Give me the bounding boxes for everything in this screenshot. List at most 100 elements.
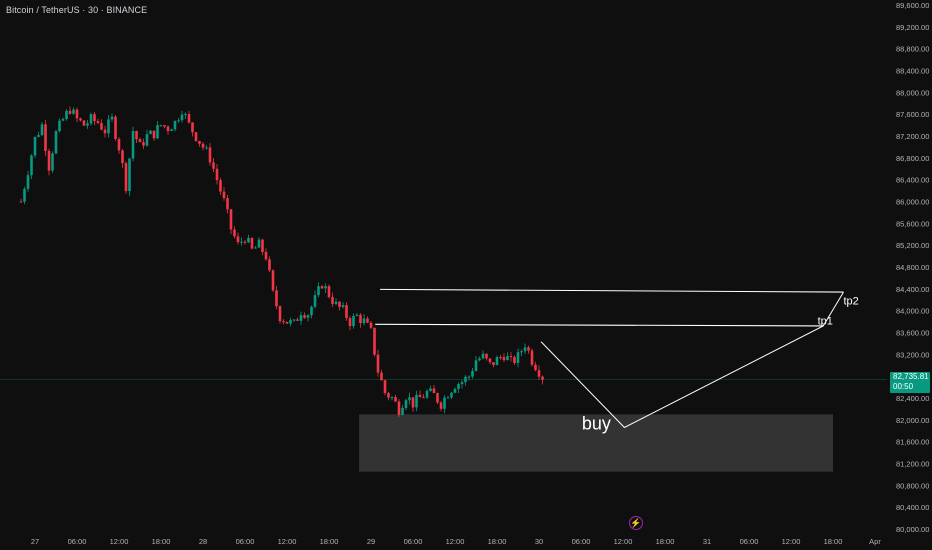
candle-body <box>509 356 513 358</box>
candle-body <box>436 393 439 403</box>
buy-zone[interactable] <box>359 414 833 472</box>
candle-body <box>534 364 537 371</box>
lightning-icon[interactable]: ⚡ <box>629 516 643 530</box>
candle-body <box>348 318 352 327</box>
chart-title: Bitcoin / TetherUS · 30 · BINANCE <box>6 5 148 15</box>
candle-body <box>464 376 467 383</box>
candle-body <box>191 122 194 133</box>
candle-body <box>495 357 499 366</box>
candle-body <box>289 320 292 324</box>
candle-body <box>40 124 44 136</box>
candle-body <box>299 315 303 321</box>
x-tick-label: 28 <box>199 537 207 546</box>
candle-body <box>93 114 96 122</box>
y-tick-label: 85,600.00 <box>896 219 929 228</box>
candle-body <box>212 162 215 169</box>
candle-body <box>415 394 418 408</box>
candle-body <box>222 191 226 199</box>
candle-body <box>89 114 93 124</box>
candle-body <box>215 168 219 181</box>
candle-body <box>75 109 79 119</box>
candle-body <box>187 114 191 123</box>
candle-body <box>177 120 180 122</box>
x-tick-label: 12:00 <box>278 537 297 546</box>
candle-body <box>331 296 334 304</box>
candle-body <box>443 397 446 409</box>
candle-body <box>65 110 68 120</box>
candle-body <box>86 123 89 126</box>
y-tick-label: 82,000.00 <box>896 416 929 425</box>
candle-body <box>478 358 481 361</box>
candle-body <box>51 153 54 171</box>
candle-body <box>278 306 282 322</box>
target-line[interactable] <box>380 288 844 293</box>
target-label-tp1: tp1 <box>818 315 833 327</box>
candle-body <box>128 158 131 192</box>
candle-body <box>513 356 516 364</box>
x-tick-label: 18:00 <box>320 537 339 546</box>
y-tick-label: 82,400.00 <box>896 394 929 403</box>
candle-body <box>23 188 26 202</box>
candle-body <box>30 155 33 176</box>
candle-body <box>450 392 453 398</box>
candle-body <box>320 286 324 289</box>
candle-body <box>261 239 264 252</box>
candle-body <box>474 360 478 371</box>
candle-body <box>317 286 320 296</box>
candle-body <box>44 124 47 151</box>
candle-body <box>338 301 341 307</box>
x-tick-label: 18:00 <box>824 537 843 546</box>
candle-body <box>499 357 502 359</box>
y-tick-label: 86,800.00 <box>896 154 929 163</box>
y-tick-label: 81,600.00 <box>896 438 929 447</box>
candle-body <box>173 120 177 130</box>
x-tick-label: 30 <box>535 537 543 546</box>
target-line[interactable] <box>375 323 824 327</box>
y-tick-label: 83,200.00 <box>896 350 929 359</box>
y-tick-label: 81,200.00 <box>896 460 929 469</box>
candle-body <box>103 129 107 134</box>
candle-body <box>229 209 233 230</box>
candle-body <box>33 136 37 156</box>
bar-countdown: 00:50 <box>893 382 914 391</box>
candle-body <box>205 147 208 149</box>
candle-body <box>355 314 359 316</box>
candle-body <box>488 358 492 363</box>
candle-body <box>47 150 51 171</box>
candle-body <box>163 125 166 127</box>
candle-body <box>457 384 460 390</box>
candle-body <box>110 116 114 120</box>
candle-body <box>254 247 257 249</box>
candle-body <box>156 125 159 139</box>
candle-body <box>471 370 474 377</box>
candle-body <box>264 251 268 260</box>
x-tick-label: 12:00 <box>782 537 801 546</box>
candle-body <box>369 322 373 328</box>
candle-body <box>138 139 142 143</box>
candle-body <box>366 318 369 323</box>
y-tick-label: 88,400.00 <box>896 67 929 76</box>
candle-body <box>359 314 362 324</box>
candle-body <box>114 116 117 139</box>
candle-body <box>310 306 313 316</box>
candle-body <box>341 305 345 307</box>
candle-body <box>26 175 30 189</box>
candle-body <box>404 400 408 409</box>
projection-path[interactable] <box>540 291 844 429</box>
candle-body <box>184 114 187 116</box>
candle-body <box>376 354 380 373</box>
candle-body <box>72 109 75 114</box>
x-tick-label: 06:00 <box>740 537 759 546</box>
candle-body <box>352 315 355 327</box>
candle-body <box>226 198 229 210</box>
candle-body <box>460 382 464 385</box>
candle-body <box>58 120 61 132</box>
candle-body <box>145 134 149 146</box>
candle-body <box>502 357 506 361</box>
candle-body <box>296 319 299 321</box>
candle-body <box>236 236 240 243</box>
y-tick-label: 87,200.00 <box>896 132 929 141</box>
candle-body <box>271 270 275 291</box>
